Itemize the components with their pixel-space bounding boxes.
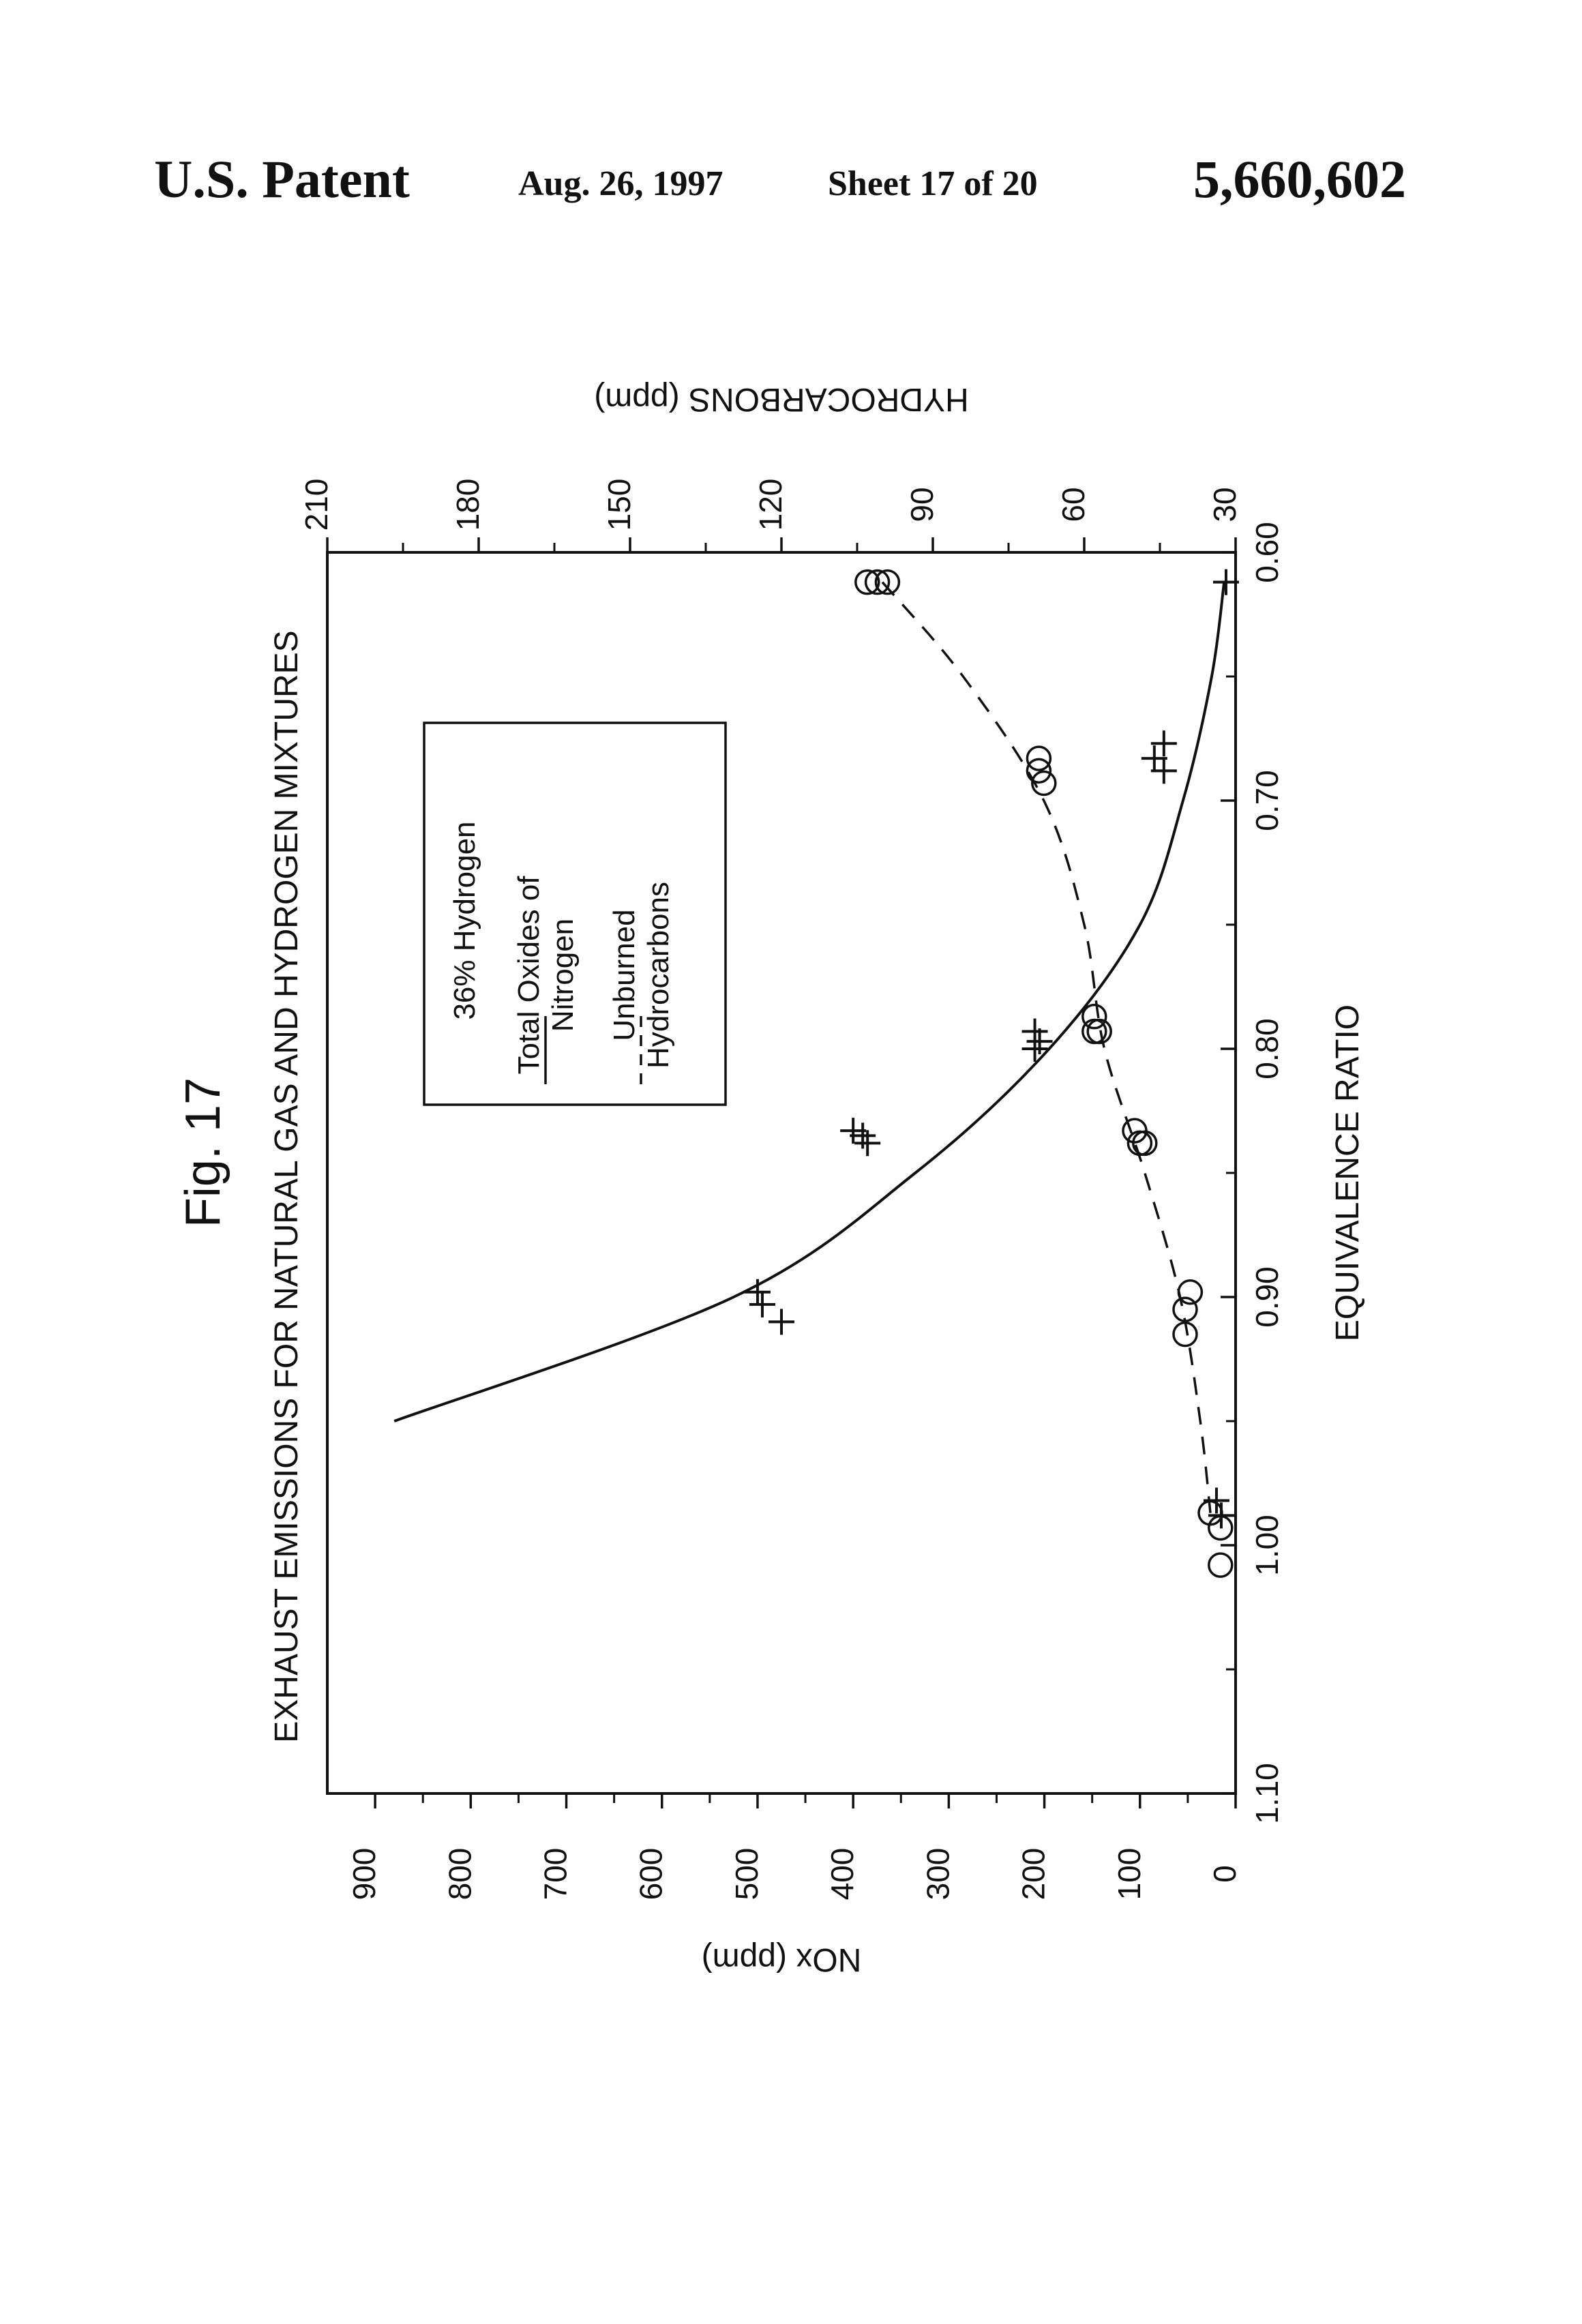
hydrocarbon-point <box>1088 1020 1111 1043</box>
x-tick-label: 1.00 <box>1249 1515 1285 1576</box>
plot-frame <box>327 552 1236 1793</box>
x-tick-label: 1.10 <box>1249 1763 1285 1824</box>
x-axis-title: EQUIVALENCE RATIO <box>1330 1004 1366 1341</box>
y-left-axis-title: NOx (ppm) <box>702 1941 862 1978</box>
y-left-tick-label: 700 <box>538 1848 573 1901</box>
y-left-tick-label: 300 <box>920 1848 955 1901</box>
y-left-tick-label: 400 <box>824 1848 860 1901</box>
y-right-tick-label: 120 <box>753 479 788 531</box>
y-right-tick-label: 180 <box>450 479 486 531</box>
y-right-tick-label: 60 <box>1056 487 1091 522</box>
hydrocarbon-markers <box>856 571 1232 1577</box>
legend-hc-label: UnburnedHydrocarbons <box>608 882 675 1069</box>
nox-markers <box>745 569 1239 1529</box>
nox-point <box>768 1309 794 1335</box>
y-left-tick-label: 800 <box>442 1848 477 1901</box>
y-right-tick-label: 150 <box>601 479 637 531</box>
y-left-tick-label: 0 <box>1207 1865 1242 1883</box>
chart-title: EXHAUST EMISSIONS FOR NATURAL GAS AND HY… <box>269 630 305 1742</box>
x-tick-label: 0.80 <box>1249 1018 1285 1079</box>
y-left-tick-label: 900 <box>346 1848 382 1901</box>
y-right-axis-ticks: 30 60 90 120 150 180 210 <box>299 479 1242 552</box>
x-tick-label: 0.60 <box>1249 522 1285 583</box>
hydrocarbon-point <box>1083 1020 1106 1043</box>
nox-point <box>1022 1036 1048 1062</box>
x-tick-label: 0.90 <box>1249 1266 1285 1328</box>
y-left-axis-ticks: 0 100 200 300 400 500 600 700 800 900 <box>346 1793 1242 1900</box>
legend-title: 36% Hydrogen <box>448 821 481 1019</box>
x-axis-ticks: 0.60 0.70 0.80 0.90 1.00 1.10 <box>1221 522 1285 1824</box>
y-left-tick-label: 200 <box>1016 1848 1051 1901</box>
figure-label: Fig. 17 <box>176 1077 230 1227</box>
y-right-tick-label: 30 <box>1207 487 1242 522</box>
x-tick-label: 0.70 <box>1249 770 1285 831</box>
nox-point <box>745 1279 771 1305</box>
nox-point <box>854 1130 880 1156</box>
y-left-tick-label: 500 <box>729 1848 764 1901</box>
legend: 36% Hydrogen Total Oxides ofNitrogen Unb… <box>424 723 726 1105</box>
nox-point <box>749 1292 775 1317</box>
hydrocarbon-point <box>866 571 889 594</box>
y-right-tick-label: 210 <box>299 479 334 531</box>
hydrocarbon-point <box>1209 1553 1232 1577</box>
y-left-tick-label: 600 <box>633 1848 669 1901</box>
y-right-axis-title: HYDROCARBONS (ppm) <box>594 381 968 417</box>
y-right-tick-label: 90 <box>904 487 940 522</box>
y-left-tick-label: 100 <box>1111 1848 1147 1901</box>
